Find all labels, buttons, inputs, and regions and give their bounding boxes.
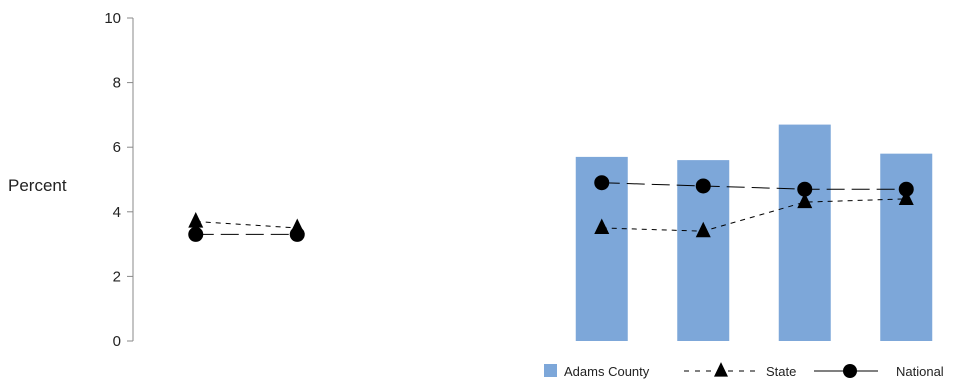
national-point	[188, 226, 204, 242]
national-point	[695, 178, 711, 194]
y-tick-label: 6	[113, 139, 121, 156]
national-point	[898, 181, 914, 197]
legend-swatch-adams-county	[544, 364, 557, 377]
y-axis-label: Percent	[8, 176, 67, 195]
y-tick-label: 8	[113, 75, 121, 92]
state-line	[601, 198, 907, 232]
lines-layer	[188, 175, 914, 242]
bar-adams-county	[778, 124, 831, 341]
national-point	[289, 226, 305, 242]
legend-label-state: State	[766, 364, 796, 379]
state-point	[714, 362, 728, 377]
legend: Adams County State National	[544, 362, 944, 379]
state-point	[594, 218, 610, 235]
state-point	[695, 221, 711, 238]
y-tick-label: 0	[113, 333, 121, 350]
state-line	[195, 220, 298, 229]
legend-label-adams-county: Adams County	[564, 364, 650, 379]
y-axis: 0 2 4 6 8 10	[104, 10, 134, 350]
bars-layer	[575, 124, 933, 341]
state-point	[898, 189, 914, 205]
state-point	[188, 212, 204, 228]
national-line	[601, 182, 907, 190]
national-point	[843, 364, 857, 378]
y-tick-label: 4	[113, 204, 121, 221]
legend-label-national: National	[896, 364, 944, 379]
state-point	[797, 192, 813, 209]
y-tick-label: 2	[113, 268, 121, 285]
y-tick-label: 10	[104, 10, 121, 27]
national-point	[594, 175, 610, 191]
national-point	[797, 181, 813, 197]
